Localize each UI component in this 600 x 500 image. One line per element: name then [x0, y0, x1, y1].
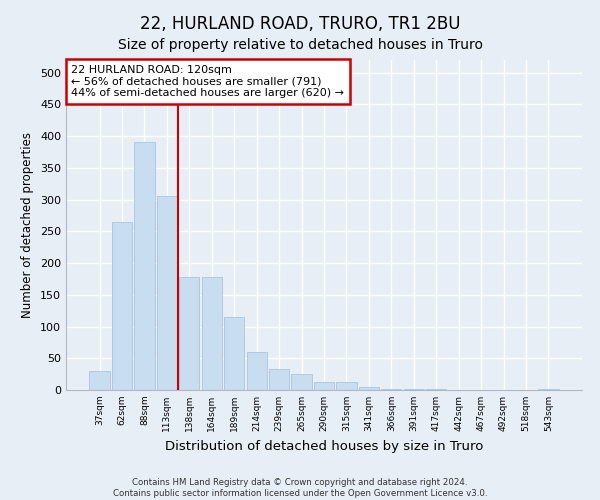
Bar: [157, 196, 177, 390]
Y-axis label: Number of detached properties: Number of detached properties: [22, 132, 34, 318]
Text: 22 HURLAND ROAD: 120sqm
← 56% of detached houses are smaller (791)
44% of semi-d: 22 HURLAND ROAD: 120sqm ← 56% of detache…: [71, 65, 344, 98]
Bar: [224, 317, 244, 390]
Bar: [112, 222, 132, 390]
Bar: [89, 371, 110, 390]
Text: 22, HURLAND ROAD, TRURO, TR1 2BU: 22, HURLAND ROAD, TRURO, TR1 2BU: [140, 15, 460, 33]
Bar: [179, 277, 199, 390]
Bar: [538, 388, 559, 390]
Bar: [269, 369, 289, 390]
Bar: [134, 142, 155, 390]
Bar: [247, 352, 267, 390]
X-axis label: Distribution of detached houses by size in Truro: Distribution of detached houses by size …: [165, 440, 483, 452]
Text: Size of property relative to detached houses in Truro: Size of property relative to detached ho…: [118, 38, 482, 52]
Bar: [337, 382, 356, 390]
Bar: [292, 374, 311, 390]
Bar: [202, 277, 222, 390]
Bar: [314, 382, 334, 390]
Text: Contains HM Land Registry data © Crown copyright and database right 2024.
Contai: Contains HM Land Registry data © Crown c…: [113, 478, 487, 498]
Bar: [381, 388, 401, 390]
Bar: [359, 387, 379, 390]
